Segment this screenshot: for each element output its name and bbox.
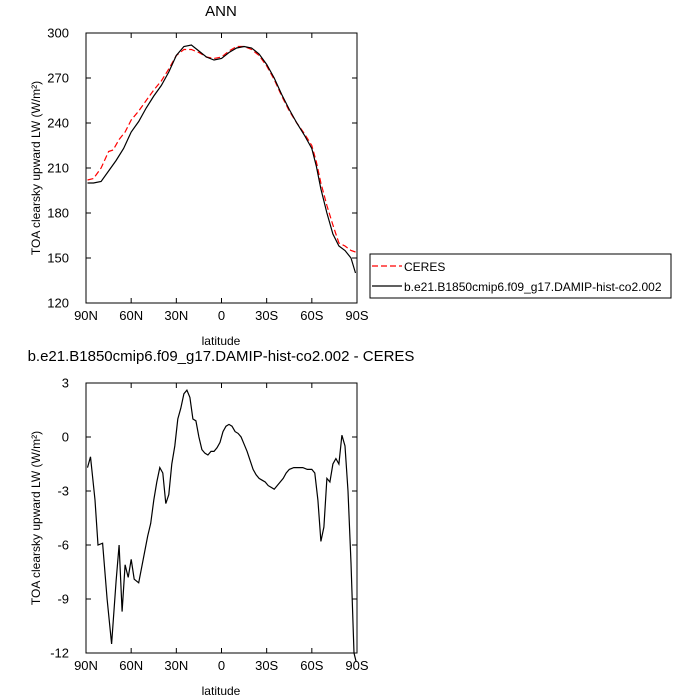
y-tick-label: -6 bbox=[57, 538, 69, 553]
x-tick-label: 0 bbox=[218, 308, 225, 323]
x-tick-label: 90N bbox=[74, 658, 98, 673]
y-tick-label: -9 bbox=[57, 592, 69, 607]
x-tick-label: 30S bbox=[255, 658, 278, 673]
y-tick-label: -3 bbox=[57, 484, 69, 499]
series-line-difference bbox=[86, 389, 357, 663]
y-tick-label: 3 bbox=[62, 376, 69, 391]
top-chart-series-group bbox=[87, 44, 357, 274]
y-tick-label: 210 bbox=[47, 161, 69, 176]
y-tick-label: 180 bbox=[47, 206, 69, 221]
bottom-chart-y-ticks: 3 0 -3 -6 -9 -12 bbox=[50, 376, 357, 661]
x-tick-label: 90S bbox=[345, 308, 368, 323]
series-line-b-e21-b1850cmip6-f09-g17-damip-hist-co2-002 bbox=[87, 44, 357, 274]
y-tick-label: 240 bbox=[47, 116, 69, 131]
y-tick-label: -12 bbox=[50, 646, 69, 661]
x-tick-label: 60N bbox=[119, 308, 143, 323]
top-chart-y-ticks: 120 150 180 210 240 270 300 bbox=[47, 26, 357, 311]
x-tick-label: 60S bbox=[300, 308, 323, 323]
y-tick-label: 300 bbox=[47, 26, 69, 41]
top-chart: ANN 90N 60N 30N 0 30S 60S 90S 120 150 180 210 240 2… bbox=[29, 3, 672, 348]
y-tick-label: 150 bbox=[47, 251, 69, 266]
bottom-chart-plot-frame bbox=[85, 382, 358, 654]
y-tick-label: 0 bbox=[62, 430, 69, 445]
bottom-chart-x-ticks: 90N 60N 30N 0 30S 60S 90S bbox=[74, 383, 369, 673]
x-tick-label: 30N bbox=[164, 308, 188, 323]
x-tick-label: 90S bbox=[345, 658, 368, 673]
bottom-chart-y-axis-label: TOA clearsky upward LW (W/m²) bbox=[29, 431, 43, 605]
bottom-chart-title: b.e21.B1850cmip6.f09_g17.DAMIP-hist-co2.… bbox=[28, 348, 415, 365]
legend-box bbox=[369, 253, 672, 299]
x-tick-label: 60N bbox=[119, 658, 143, 673]
bottom-chart: b.e21.B1850cmip6.f09_g17.DAMIP-hist-co2.… bbox=[28, 348, 415, 698]
x-tick-label: 90N bbox=[74, 308, 98, 323]
legend: CERES b.e21.B1850cmip6.f09_g17.DAMIP-his… bbox=[369, 253, 672, 299]
x-tick-label: 0 bbox=[218, 658, 225, 673]
top-chart-title: ANN bbox=[205, 3, 237, 20]
top-chart-x-ticks: 90N 60N 30N 0 30S 60S 90S bbox=[74, 33, 369, 323]
y-tick-label: 120 bbox=[47, 296, 69, 311]
legend-label-model: b.e21.B1850cmip6.f09_g17.DAMIP-hist-co2.… bbox=[404, 280, 662, 294]
bottom-chart-series-group bbox=[86, 389, 357, 663]
x-tick-label: 30N bbox=[164, 658, 188, 673]
x-tick-label: 60S bbox=[300, 658, 323, 673]
series-line-ceres bbox=[87, 45, 356, 253]
y-tick-label: 270 bbox=[47, 71, 69, 86]
x-tick-label: 30S bbox=[255, 308, 278, 323]
legend-label-ceres: CERES bbox=[404, 260, 445, 274]
top-chart-y-axis-label: TOA clearsky upward LW (W/m²) bbox=[29, 81, 43, 255]
top-chart-x-axis-label: latitude bbox=[202, 334, 241, 348]
bottom-chart-x-axis-label: latitude bbox=[202, 684, 241, 698]
